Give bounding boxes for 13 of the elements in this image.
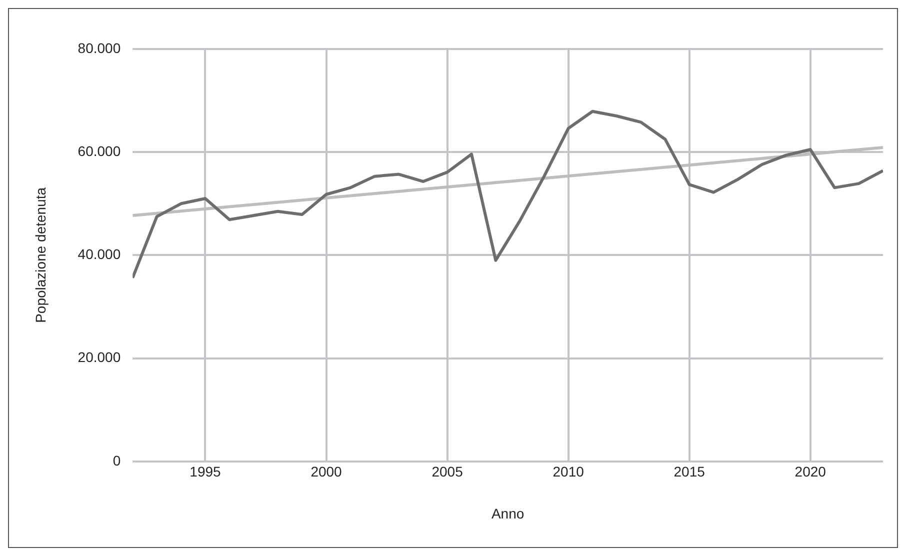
x-tick-label: 1995 [190,464,222,480]
y-tick-label: 0 [112,452,121,468]
x-tick-label: 2020 [794,464,826,480]
x-tick-label: 2000 [310,464,342,480]
x-tick-label: 2015 [674,464,706,480]
y-tick-label: 60.000 [78,142,121,159]
x-tick-label: 2010 [552,464,584,480]
x-axis-title: Anno [491,505,524,522]
y-tick-label: 40.000 [78,246,121,262]
x-tick-label: 2005 [432,464,464,480]
y-axis-title: Popolazione detenuta [32,187,48,323]
y-tick-label: 80.000 [78,40,121,56]
y-tick-label: 20.000 [78,349,121,366]
